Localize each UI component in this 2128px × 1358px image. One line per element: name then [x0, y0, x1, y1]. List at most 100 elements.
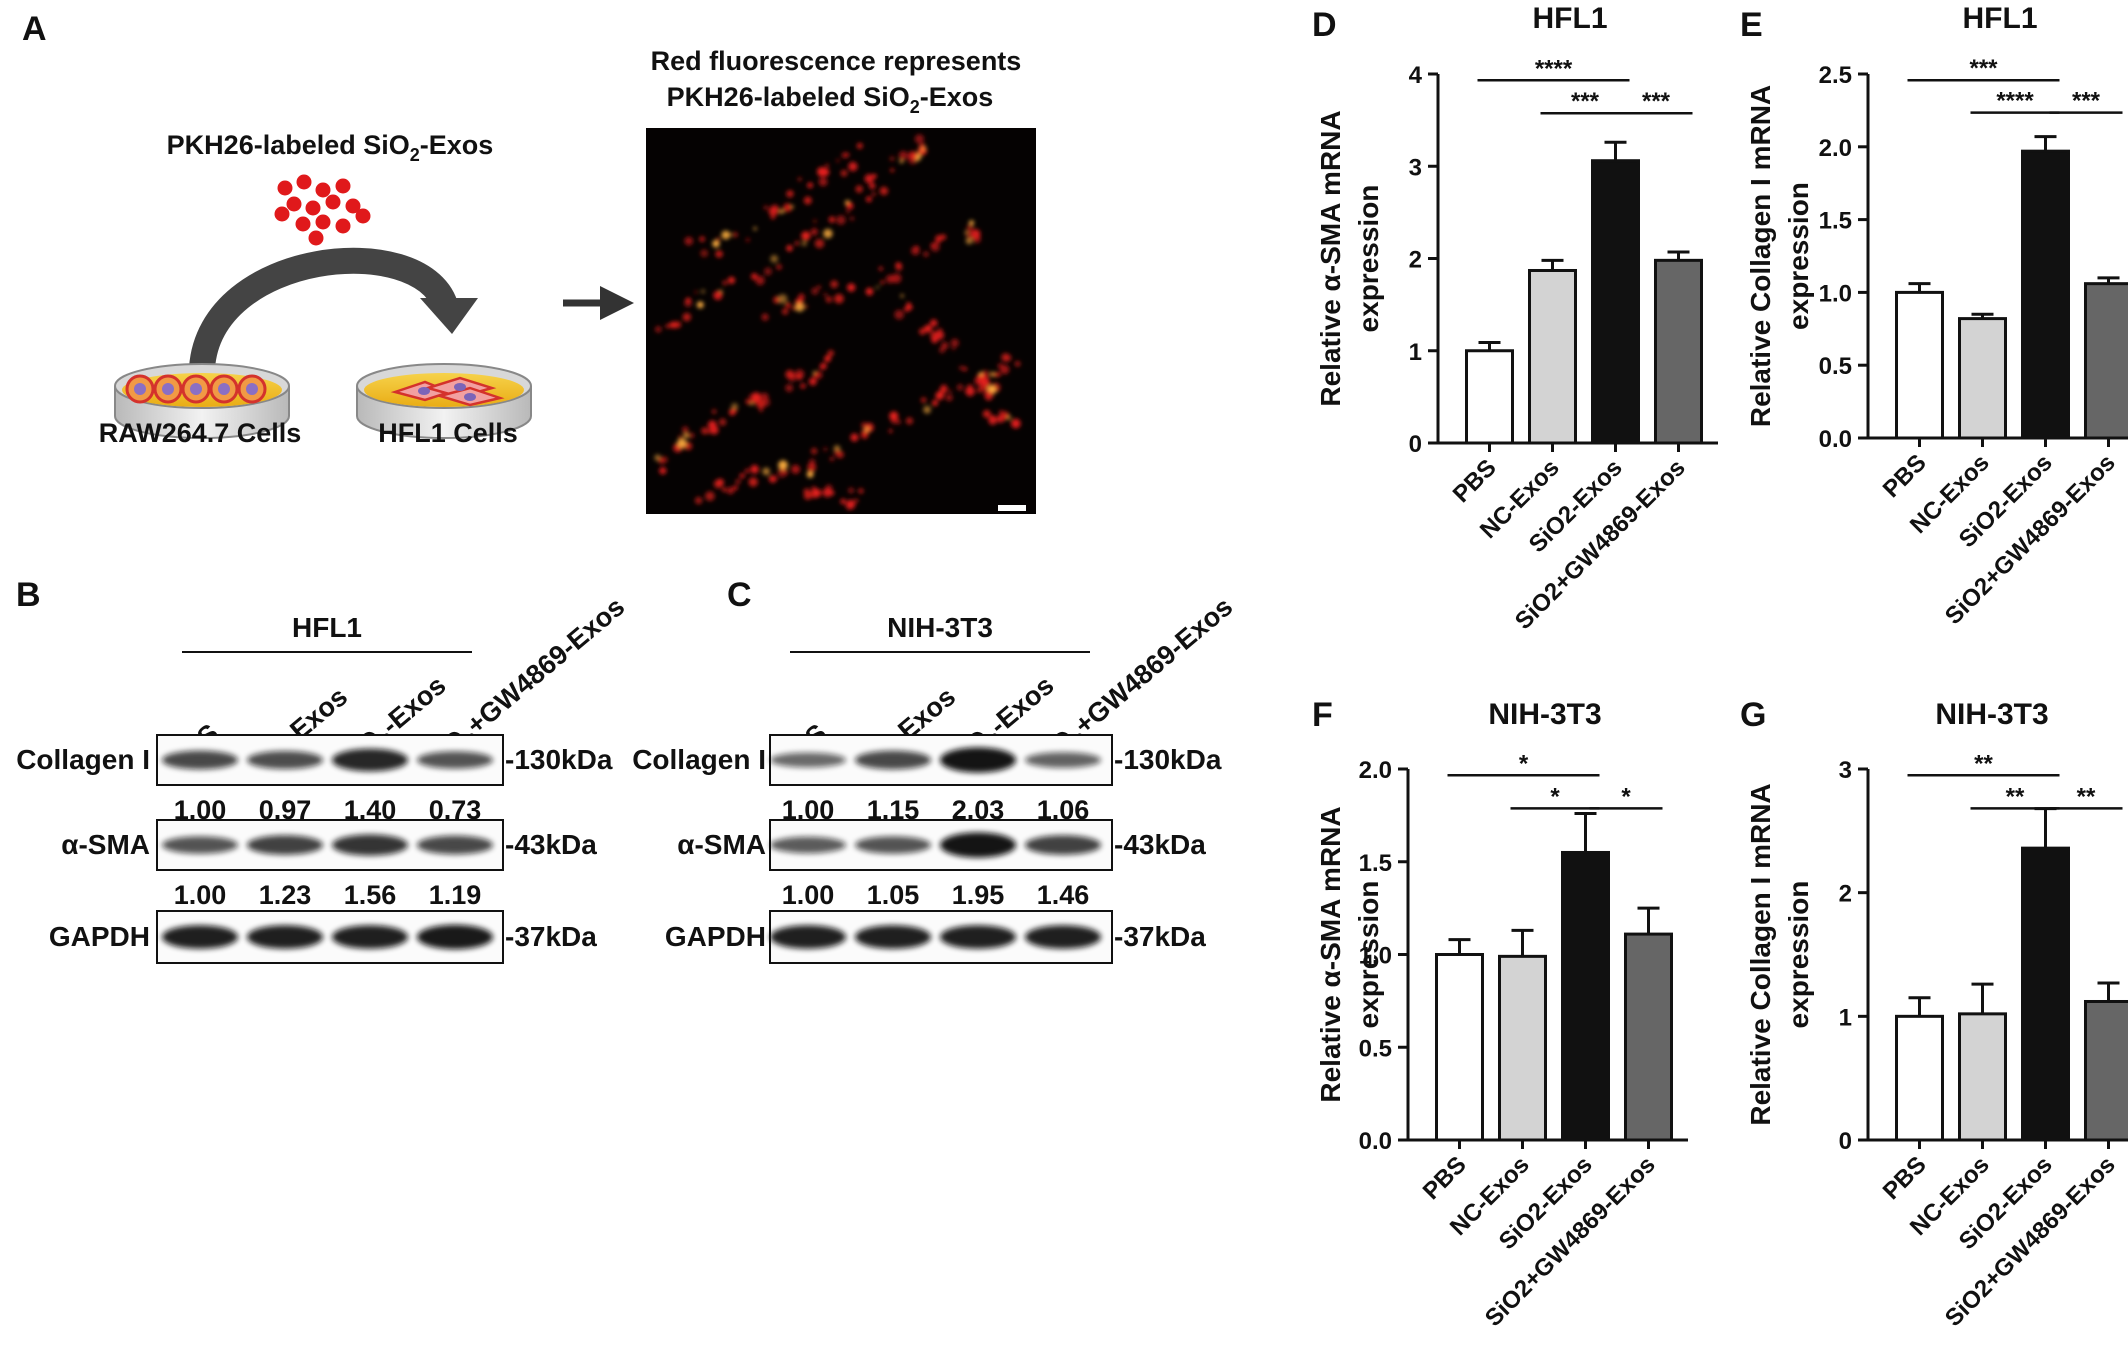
- cell-line-label: NIH-3T3: [887, 612, 993, 643]
- exosome-dots: [274, 174, 371, 246]
- protein-band: [1025, 835, 1101, 855]
- protein-band: [162, 925, 238, 949]
- fluorescence-signal: [669, 321, 677, 329]
- fluorescence-signal: [976, 387, 982, 393]
- fluorescence-signal: [865, 287, 874, 296]
- fluorescence-signal: [803, 491, 812, 500]
- fluorescence-signal: [836, 215, 846, 225]
- panel-c-western-blot: CNIH-3T3PBSNC-ExosSiO2-ExosSiO2+GW4869-E…: [632, 576, 1238, 964]
- y-tick-label: 0: [1839, 1128, 1852, 1155]
- fluorescence-signal: [931, 399, 939, 407]
- significance-marker: ***: [1571, 88, 1600, 115]
- fluorescence-signal: [813, 488, 822, 498]
- fluorescence-signal: [923, 405, 931, 414]
- fluorescence-signal: [761, 313, 769, 321]
- y-tick-label: 2: [1409, 247, 1422, 274]
- fluorescence-signal: [890, 416, 898, 425]
- fluorescence-signal: [802, 241, 807, 246]
- fluorescence-micrograph: [646, 128, 1036, 514]
- molecular-weight: -37kDa: [505, 921, 597, 952]
- fluorescence-signal: [701, 427, 709, 435]
- fluorescence-signal: [823, 228, 833, 239]
- fluorescence-signal: [677, 438, 687, 449]
- fluorescence-signal: [779, 209, 784, 214]
- fluorescence-signal: [1004, 354, 1012, 362]
- fluorescence-signal: [718, 418, 727, 426]
- bar: [1435, 953, 1484, 1142]
- fluorescence-signal: [794, 369, 805, 379]
- fluorescence-signal: [923, 251, 929, 257]
- fluorescence-signal: [814, 238, 825, 249]
- fluorescence-signal: [713, 290, 723, 300]
- bar: [1958, 317, 2007, 440]
- y-tick-label: 0.0: [1819, 426, 1852, 453]
- fluorescence-signal: [865, 196, 872, 203]
- significance-marker: **: [2077, 783, 2096, 810]
- fluorescence-signal: [846, 283, 856, 292]
- fluorescence-signal: [919, 142, 926, 149]
- fluorescence-signal: [929, 319, 938, 327]
- raw264-cells: [125, 374, 267, 404]
- fluorescence-signal: [850, 433, 859, 442]
- significance-marker: *: [1550, 783, 1560, 810]
- fluorescence-signal: [678, 435, 683, 440]
- fluorescence-signal: [948, 389, 952, 393]
- fluorescence-signal: [977, 378, 982, 384]
- fluorescence-signal: [804, 304, 808, 309]
- bar: [1528, 268, 1577, 445]
- x-category-label: PBS: [1878, 1151, 1932, 1205]
- band-quantification: 1.23: [259, 880, 312, 910]
- exosome-dot: [355, 208, 371, 224]
- fluorescence-signal: [964, 231, 969, 235]
- panel-b-western-blot: BHFL1PBSNC-ExosSiO2-ExosSiO2+GW4869-Exos…: [16, 576, 630, 964]
- fluorescence-signal: [914, 134, 925, 144]
- exosome-dot: [335, 218, 351, 234]
- micrograph-title-line1: Red fluorescence represents: [651, 46, 1022, 76]
- fluorescence-signal: [797, 177, 802, 181]
- fluorescence-signal: [1000, 364, 1010, 375]
- fluorescence-signal: [856, 142, 863, 149]
- cell-line-label: HFL1: [292, 612, 362, 643]
- protein-band: [332, 925, 408, 949]
- fluorescence-signal: [880, 280, 885, 285]
- fluorescence-signal: [999, 410, 1003, 414]
- band-quantification: 1.95: [952, 880, 1005, 910]
- fluorescence-signal: [940, 384, 948, 392]
- fluorescence-signal: [752, 273, 757, 278]
- y-tick-label: 0.5: [1359, 1035, 1392, 1062]
- fluorescence-signal: [824, 355, 831, 363]
- protein-band: [855, 836, 931, 854]
- significance-marker: **: [1974, 750, 1993, 777]
- y-tick-label: 2: [1839, 881, 1852, 908]
- band-quantification: 1.00: [174, 880, 227, 910]
- protein-label: GAPDH: [49, 921, 150, 952]
- fluorescence-signal: [827, 349, 835, 357]
- fluorescence-signal: [846, 202, 854, 210]
- fluorescence-signal: [722, 280, 728, 286]
- macrophage-nucleus: [218, 383, 230, 395]
- fluorescence-signal: [733, 485, 738, 491]
- band-quantification: 1.00: [782, 880, 835, 910]
- protein-label: α-SMA: [61, 829, 150, 860]
- fluorescence-signal: [871, 192, 876, 197]
- y-tick-label: 0: [1409, 431, 1422, 458]
- fluorescence-signal: [813, 219, 817, 224]
- fluorescence-signal: [770, 255, 779, 263]
- fluorescence-signal: [665, 324, 670, 329]
- fluorescence-signal: [1006, 415, 1012, 420]
- fluorescence-signal: [965, 237, 973, 245]
- significance-marker: ****: [1535, 55, 1573, 82]
- bar: [2021, 149, 2070, 440]
- fluorescence-signal: [785, 302, 792, 309]
- exosome-dot: [345, 198, 361, 214]
- exosome-dot: [315, 214, 331, 230]
- fluorescence-signal: [748, 477, 758, 487]
- fluorescence-signal: [996, 414, 1005, 423]
- y-axis-label: Relative Collagen I mRNA: [1745, 85, 1776, 427]
- fluorescence-signal: [825, 296, 833, 303]
- fluorescence-signal: [788, 373, 797, 382]
- fluorescence-signal: [950, 338, 959, 348]
- fluorescence-signal: [699, 236, 705, 242]
- fluorescence-signal: [783, 203, 792, 213]
- fluorescence-signal: [712, 240, 720, 248]
